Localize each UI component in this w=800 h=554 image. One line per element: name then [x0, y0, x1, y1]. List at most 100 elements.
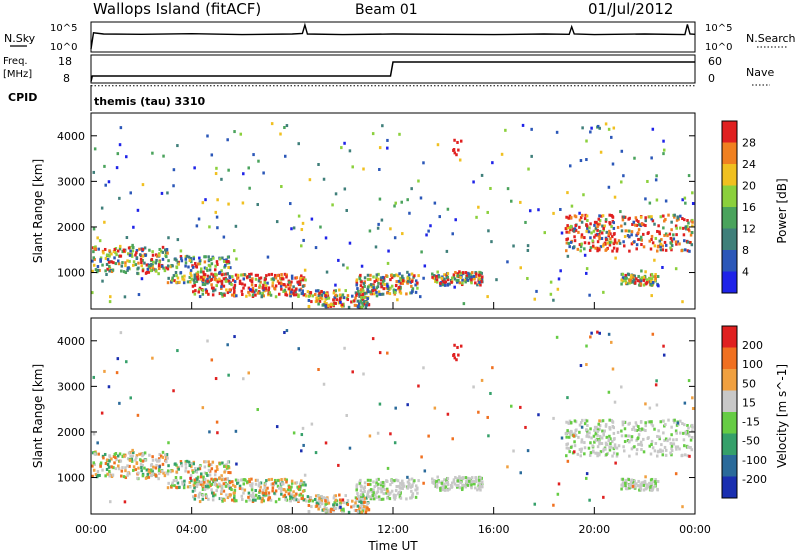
- velocity-cell: [206, 486, 209, 490]
- velocity-cell: [676, 421, 680, 425]
- power-cell: [225, 288, 228, 292]
- power-cell: [215, 260, 219, 264]
- power-cell: [633, 156, 636, 160]
- velocity-cell: [360, 510, 363, 514]
- power-cell: [640, 222, 644, 226]
- velocity-cell: [480, 485, 483, 489]
- power-cell: [599, 150, 603, 154]
- x-tick-label: 08:00: [276, 523, 308, 536]
- power-cell: [374, 288, 377, 292]
- power-cell: [202, 270, 205, 274]
- power-cell: [436, 270, 439, 274]
- power-cell: [110, 252, 113, 256]
- power-cell: [254, 283, 257, 287]
- power-cell: [628, 216, 631, 220]
- velocity-cell: [307, 499, 311, 503]
- power-cell: [225, 260, 228, 264]
- velocity-cell: [233, 335, 236, 339]
- power-cell: [376, 277, 380, 281]
- power-cell: [674, 240, 678, 244]
- velocity-cell: [283, 493, 287, 497]
- power-cell: [431, 272, 434, 276]
- velocity-cell: [648, 406, 652, 410]
- power-cell: [560, 231, 564, 235]
- velocity-cell: [574, 433, 578, 437]
- power-cell: [319, 225, 322, 229]
- velocity-cell: [227, 484, 231, 488]
- velocity-cell: [218, 482, 221, 486]
- power-cell: [410, 284, 413, 288]
- velocity-cell: [267, 491, 271, 495]
- velocity-cell: [673, 418, 676, 422]
- velocity-cell: [297, 347, 300, 351]
- velocity-cell: [192, 483, 196, 487]
- velocity-cell: [478, 481, 481, 485]
- velocity-cell: [365, 508, 368, 512]
- power-cell: [254, 277, 258, 281]
- velocity-cell: [555, 335, 559, 339]
- power-cell: [338, 288, 341, 292]
- power-cell: [208, 275, 212, 279]
- velocity-cell: [341, 508, 344, 512]
- velocity-cell: [366, 506, 369, 510]
- power-cell: [333, 289, 336, 293]
- power-cell: [206, 279, 209, 283]
- power-cell: [623, 222, 627, 226]
- power-cell: [108, 300, 112, 304]
- power-cell: [389, 278, 392, 282]
- power-cell: [192, 278, 196, 282]
- velocity-cell: [526, 449, 530, 453]
- power-cell: [241, 282, 244, 286]
- velocity-cell: [399, 481, 402, 485]
- power-cell: [601, 224, 604, 228]
- velocity-cell: [467, 478, 471, 482]
- power-cell: [662, 148, 666, 152]
- power-cell: [639, 278, 642, 282]
- power-cell: [669, 236, 673, 240]
- velocity-cell: [356, 492, 359, 496]
- velocity-cell: [662, 431, 665, 435]
- colorbar-segment: [722, 326, 737, 348]
- velocity-cell: [369, 482, 372, 486]
- velocity-cell: [611, 420, 615, 424]
- velocity-cell: [253, 495, 256, 499]
- velocity-cell: [211, 460, 215, 464]
- velocity-cell: [180, 462, 183, 466]
- power-cell: [645, 278, 649, 282]
- power-cell: [263, 279, 267, 283]
- power-cell: [399, 291, 403, 295]
- power-cell: [344, 289, 347, 293]
- power-cell: [351, 294, 354, 298]
- velocity-cell: [166, 472, 170, 476]
- power-cell: [220, 177, 223, 181]
- power-cell: [670, 248, 673, 252]
- velocity-cell: [276, 484, 280, 488]
- power-cell: [162, 154, 165, 158]
- power-cell: [130, 252, 134, 256]
- power-cell: [224, 263, 227, 267]
- power-cell: [464, 271, 468, 275]
- power-cell: [585, 158, 588, 162]
- velocity-cell: [622, 445, 625, 449]
- power-cell: [203, 260, 207, 264]
- power-cell: [157, 272, 160, 276]
- velocity-cell: [597, 439, 600, 443]
- power-cell: [648, 239, 652, 243]
- power-cell: [199, 270, 203, 274]
- power-cell: [112, 250, 116, 254]
- power-cell: [367, 303, 371, 307]
- power-cell: [118, 143, 122, 147]
- power-cell: [367, 290, 370, 294]
- power-cell: [301, 284, 305, 288]
- power-cell: [648, 201, 652, 205]
- power-cell: [399, 281, 403, 285]
- velocity-cell: [181, 482, 184, 486]
- velocity-cell: [628, 421, 631, 425]
- power-cell: [115, 166, 119, 170]
- colorbar-tick-label: 20: [742, 180, 756, 193]
- power-cell: [220, 273, 224, 277]
- power-cell: [197, 217, 201, 221]
- power-cell: [161, 250, 165, 254]
- power-cell: [171, 264, 174, 268]
- power-cell: [335, 298, 338, 302]
